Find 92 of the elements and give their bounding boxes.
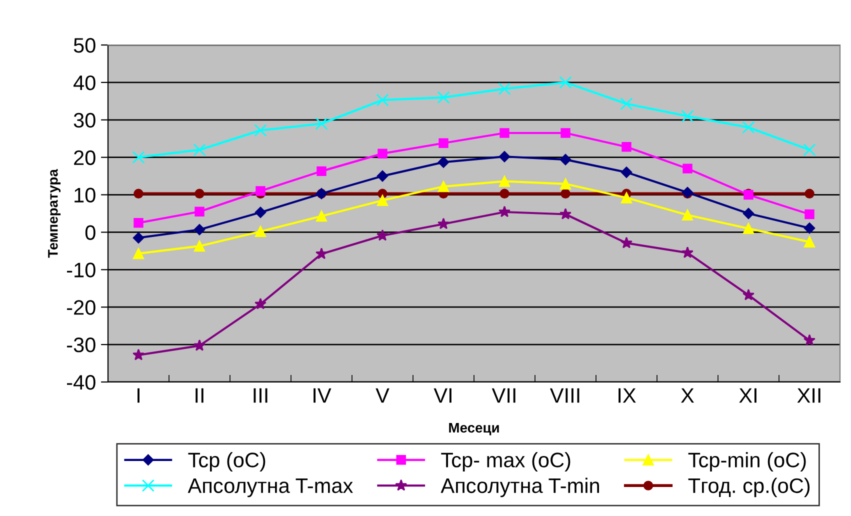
legend-label: Tcp (oC) — [188, 452, 266, 472]
point — [498, 176, 510, 187]
point — [254, 124, 267, 137]
point — [316, 210, 328, 222]
point — [681, 110, 694, 122]
point — [254, 226, 266, 238]
point — [682, 246, 694, 258]
point — [500, 128, 510, 138]
legend-label: Tcp-min (oC) — [688, 452, 806, 472]
y-tick-label: -40 — [67, 375, 96, 390]
point — [132, 151, 145, 164]
x-tick-label: IV — [314, 388, 332, 403]
point — [620, 98, 633, 110]
x-tick-label: VII — [492, 388, 516, 403]
point — [254, 298, 266, 310]
legend-label: Tгод. ср.(oC) — [688, 478, 810, 498]
point — [682, 164, 692, 174]
point — [376, 194, 388, 206]
point — [132, 348, 144, 360]
point — [193, 144, 206, 156]
point — [682, 209, 694, 221]
point — [438, 156, 450, 168]
x-tick-label: I — [138, 388, 140, 403]
point — [742, 222, 754, 234]
point — [194, 188, 204, 199]
point — [622, 142, 632, 152]
point — [559, 76, 572, 89]
point — [803, 144, 816, 156]
legend-label: Апсолутна T-min — [440, 478, 600, 498]
point — [498, 206, 510, 218]
x-axis-title: Месеци — [449, 422, 499, 436]
point — [560, 178, 572, 190]
y-tick-label: -20 — [67, 300, 96, 315]
point — [437, 91, 450, 104]
legend-label: Апсолутна T-max — [188, 478, 353, 498]
point — [560, 208, 572, 220]
x-tick-label: II — [196, 388, 204, 403]
point — [376, 229, 388, 241]
point — [498, 82, 511, 96]
point — [804, 209, 814, 220]
point — [194, 206, 204, 216]
point — [376, 170, 388, 182]
y-tick-label: 0 — [85, 225, 96, 240]
point — [438, 138, 448, 148]
point — [620, 192, 632, 204]
point — [804, 236, 816, 248]
y-tick-label: 30 — [74, 112, 96, 128]
point — [742, 288, 754, 300]
point — [134, 188, 144, 199]
point — [804, 188, 814, 199]
y-tick-label: 40 — [74, 75, 96, 90]
x-tick-label: III — [254, 388, 268, 403]
y-tick-label: 50 — [74, 38, 96, 53]
point — [194, 339, 206, 351]
point — [804, 222, 816, 234]
point — [316, 166, 326, 176]
x-tick-label: VIII — [550, 388, 580, 403]
point — [194, 224, 206, 236]
point — [132, 232, 144, 244]
x-tick-label: V — [376, 388, 390, 403]
point — [194, 240, 206, 252]
x-tick-label: VI — [434, 388, 452, 403]
point — [560, 154, 572, 166]
point — [438, 218, 450, 230]
x-tick-label: IX — [618, 388, 636, 403]
x-tick-label: X — [681, 388, 694, 403]
x-tick-label: XII — [797, 388, 820, 403]
point — [498, 150, 510, 162]
y-tick-label: 10 — [74, 188, 96, 203]
point — [620, 166, 632, 178]
y-tick-label: -10 — [67, 262, 96, 278]
point — [438, 180, 450, 192]
point — [315, 117, 328, 130]
point — [316, 248, 328, 260]
point — [560, 188, 570, 199]
point — [256, 186, 266, 196]
y-axis-title: Температура — [48, 169, 61, 258]
point — [804, 334, 816, 346]
x-tick-label: XI — [739, 388, 756, 403]
legend-label: Tcp- max (oC) — [441, 452, 570, 472]
point — [500, 188, 510, 199]
point — [132, 248, 144, 260]
point — [378, 148, 388, 158]
y-tick-label: 20 — [74, 150, 96, 166]
point — [742, 121, 755, 134]
point — [376, 94, 389, 106]
point — [134, 218, 144, 228]
y-tick-label: -30 — [67, 338, 96, 352]
point — [560, 128, 570, 138]
point — [742, 208, 754, 220]
point — [620, 236, 632, 248]
point — [254, 206, 266, 218]
